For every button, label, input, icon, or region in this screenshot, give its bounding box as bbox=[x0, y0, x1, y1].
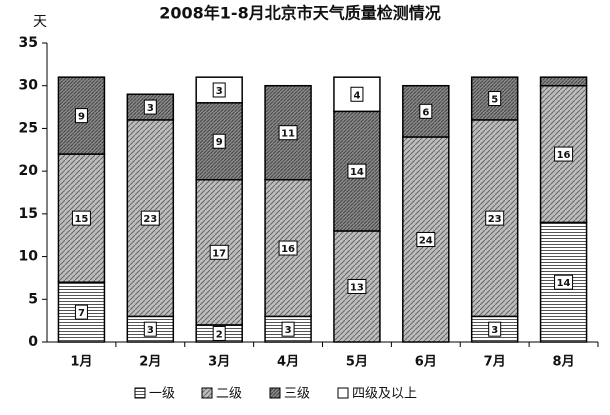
y-tick-label: 0 bbox=[28, 334, 38, 350]
legend-label: 二级 bbox=[216, 387, 242, 402]
data-label-box bbox=[143, 99, 157, 115]
data-label: 4 bbox=[353, 90, 360, 101]
data-label: 15 bbox=[74, 214, 88, 225]
data-label: 6 bbox=[422, 107, 429, 118]
data-label: 17 bbox=[212, 248, 226, 259]
data-label: 23 bbox=[143, 214, 157, 225]
data-label: 16 bbox=[281, 244, 295, 255]
data-label: 7 bbox=[78, 308, 85, 319]
x-tick-label: 2月 bbox=[139, 355, 161, 370]
legend-swatch bbox=[337, 387, 349, 399]
x-tick-label: 5月 bbox=[346, 355, 368, 370]
x-tick-label: 6月 bbox=[415, 355, 437, 370]
data-label: 3 bbox=[216, 86, 223, 97]
data-label-box bbox=[488, 321, 502, 337]
data-label-box bbox=[281, 321, 295, 337]
y-tick-label: 20 bbox=[19, 163, 39, 179]
data-label: 3 bbox=[147, 103, 154, 114]
data-label: 9 bbox=[78, 112, 85, 123]
y-tick-label: 30 bbox=[19, 78, 39, 94]
bar-segment bbox=[333, 110, 381, 232]
data-label: 9 bbox=[216, 137, 223, 148]
data-label-box bbox=[212, 325, 226, 341]
data-label-box bbox=[140, 210, 160, 226]
data-label-box bbox=[554, 274, 574, 290]
chart-title: 2008年1-8月北京市天气质量检测情况 bbox=[159, 4, 440, 23]
legend-label: 三级 bbox=[284, 387, 310, 402]
data-label-box bbox=[419, 103, 433, 119]
data-label-box bbox=[347, 163, 367, 179]
data-label-box bbox=[212, 133, 226, 149]
x-tick-label: 4月 bbox=[277, 355, 299, 370]
legend-label: 一级 bbox=[149, 387, 175, 402]
legend-swatch bbox=[134, 387, 146, 399]
x-tick-label: 3月 bbox=[208, 355, 230, 370]
data-label-box bbox=[71, 210, 91, 226]
y-axis-label: 天 bbox=[33, 14, 47, 30]
data-label: 3 bbox=[147, 325, 154, 336]
x-tick-label: 7月 bbox=[484, 355, 506, 370]
data-label-box bbox=[209, 244, 229, 260]
data-label-box bbox=[554, 146, 574, 162]
data-label-box bbox=[143, 321, 157, 337]
data-label-box bbox=[74, 108, 88, 124]
data-label: 2 bbox=[216, 329, 223, 340]
x-tick-label: 8月 bbox=[553, 355, 575, 370]
data-label: 24 bbox=[419, 235, 433, 246]
data-label-box bbox=[350, 86, 364, 102]
data-label: 11 bbox=[281, 129, 295, 140]
data-label: 13 bbox=[350, 282, 364, 293]
y-tick-label: 35 bbox=[19, 35, 38, 51]
data-label: 14 bbox=[557, 278, 571, 289]
legend-swatch bbox=[269, 387, 281, 399]
y-tick-label: 15 bbox=[19, 206, 38, 222]
data-label-box bbox=[212, 82, 226, 98]
legend-swatch bbox=[201, 387, 213, 399]
data-label: 14 bbox=[350, 167, 364, 178]
legend-label: 四级及以上 bbox=[352, 387, 417, 402]
data-label-box bbox=[347, 278, 367, 294]
data-label-box bbox=[485, 210, 505, 226]
data-label-box bbox=[278, 125, 298, 141]
data-label: 5 bbox=[491, 95, 498, 106]
data-label-box bbox=[488, 91, 502, 107]
data-label: 3 bbox=[285, 325, 292, 336]
x-tick-label: 1月 bbox=[70, 355, 92, 370]
y-tick-label: 5 bbox=[28, 291, 38, 307]
y-tick-label: 10 bbox=[19, 249, 39, 265]
data-label-box bbox=[278, 240, 298, 256]
data-label: 23 bbox=[488, 214, 502, 225]
y-tick-label: 25 bbox=[19, 120, 38, 136]
data-label: 16 bbox=[557, 150, 571, 161]
data-label: 3 bbox=[491, 325, 498, 336]
data-label-box bbox=[74, 304, 88, 320]
data-label-box bbox=[416, 231, 436, 247]
bar-segment bbox=[539, 76, 588, 87]
